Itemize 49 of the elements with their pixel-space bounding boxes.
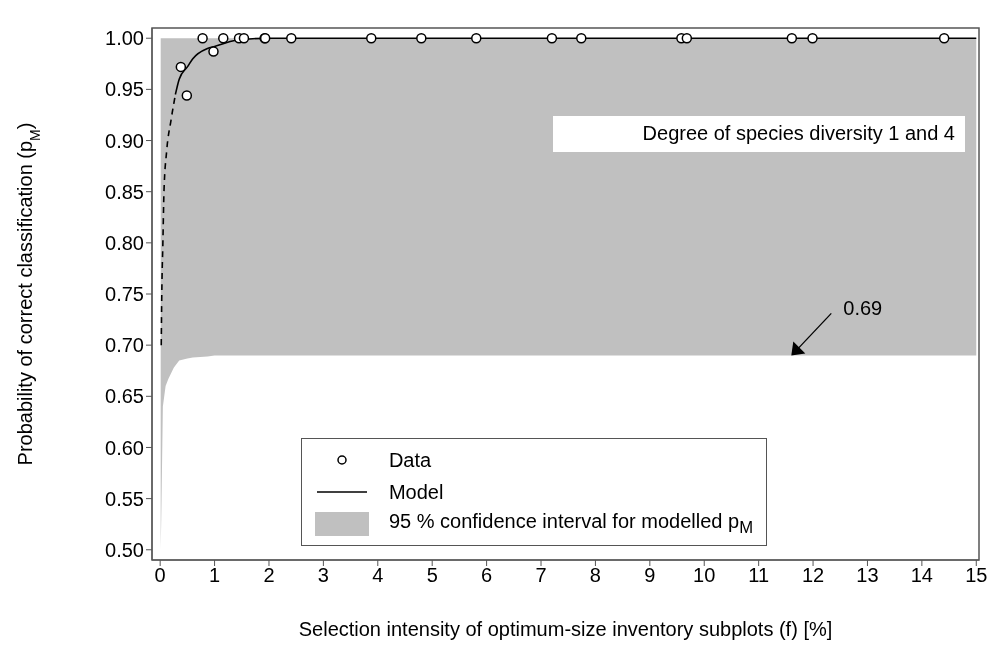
point — [471, 32, 482, 44]
x-tick-label: 3 — [317, 564, 329, 587]
x-axis-title: Selection intensity of optimum-size inventory subplots (f) [%] — [298, 618, 833, 640]
x-tick-label: 14 — [910, 564, 933, 587]
annotation: 95 % confidence interval for modelled p$_{M}$ — [388, 510, 753, 538]
legend-label: Model — [388, 480, 444, 504]
point — [416, 32, 427, 44]
point — [197, 32, 208, 44]
x-tick-label: 0 — [154, 564, 166, 587]
point — [681, 32, 693, 44]
y-tick-label: 0.85 — [105, 180, 144, 203]
y-tick-label: 0.65 — [105, 385, 144, 408]
point — [366, 32, 377, 44]
point — [546, 32, 558, 44]
x-tick-label: 12 — [801, 564, 825, 587]
x-tick-label: 1 — [209, 564, 221, 587]
x-tick-label: 10 — [693, 564, 716, 587]
y-tick-label: 1.00 — [105, 27, 144, 50]
point — [286, 32, 297, 44]
point — [786, 32, 798, 44]
y-tick-label: 0.90 — [105, 129, 144, 152]
x-tick-label: 8 — [589, 564, 601, 587]
x-tick-label: 13 — [856, 564, 879, 587]
point — [218, 32, 229, 44]
y-tick-label: 0.50 — [105, 538, 144, 561]
x-tick-label: 4 — [372, 564, 384, 587]
point — [208, 46, 219, 57]
point — [807, 32, 818, 44]
annotation: Degree of species diversity 1 and 4 — [642, 122, 955, 144]
x-tick-label: 6 — [481, 564, 493, 587]
x-tick-label: 11 — [748, 564, 770, 587]
x-tick-label: 9 — [644, 564, 656, 587]
y-tick-label: 0.80 — [105, 231, 144, 254]
x-tick-label: 15 — [965, 564, 988, 587]
y-tick-label: 0.60 — [105, 436, 144, 459]
y-tick-label: 0.70 — [105, 334, 144, 357]
y-tick-label: 0.75 — [105, 283, 144, 306]
point — [175, 61, 187, 73]
x-tick-label: 7 — [535, 564, 547, 587]
annotation: 0.69 — [843, 297, 883, 320]
point — [238, 32, 250, 44]
y-tick-label: 0.95 — [105, 78, 144, 101]
x-tick-label: 2 — [263, 564, 275, 587]
legend-label: Data — [388, 448, 432, 472]
y-tick-label: 0.55 — [105, 487, 144, 510]
point — [576, 32, 587, 44]
point — [181, 90, 193, 101]
point — [938, 32, 950, 44]
x-tick-label: 5 — [426, 564, 438, 587]
